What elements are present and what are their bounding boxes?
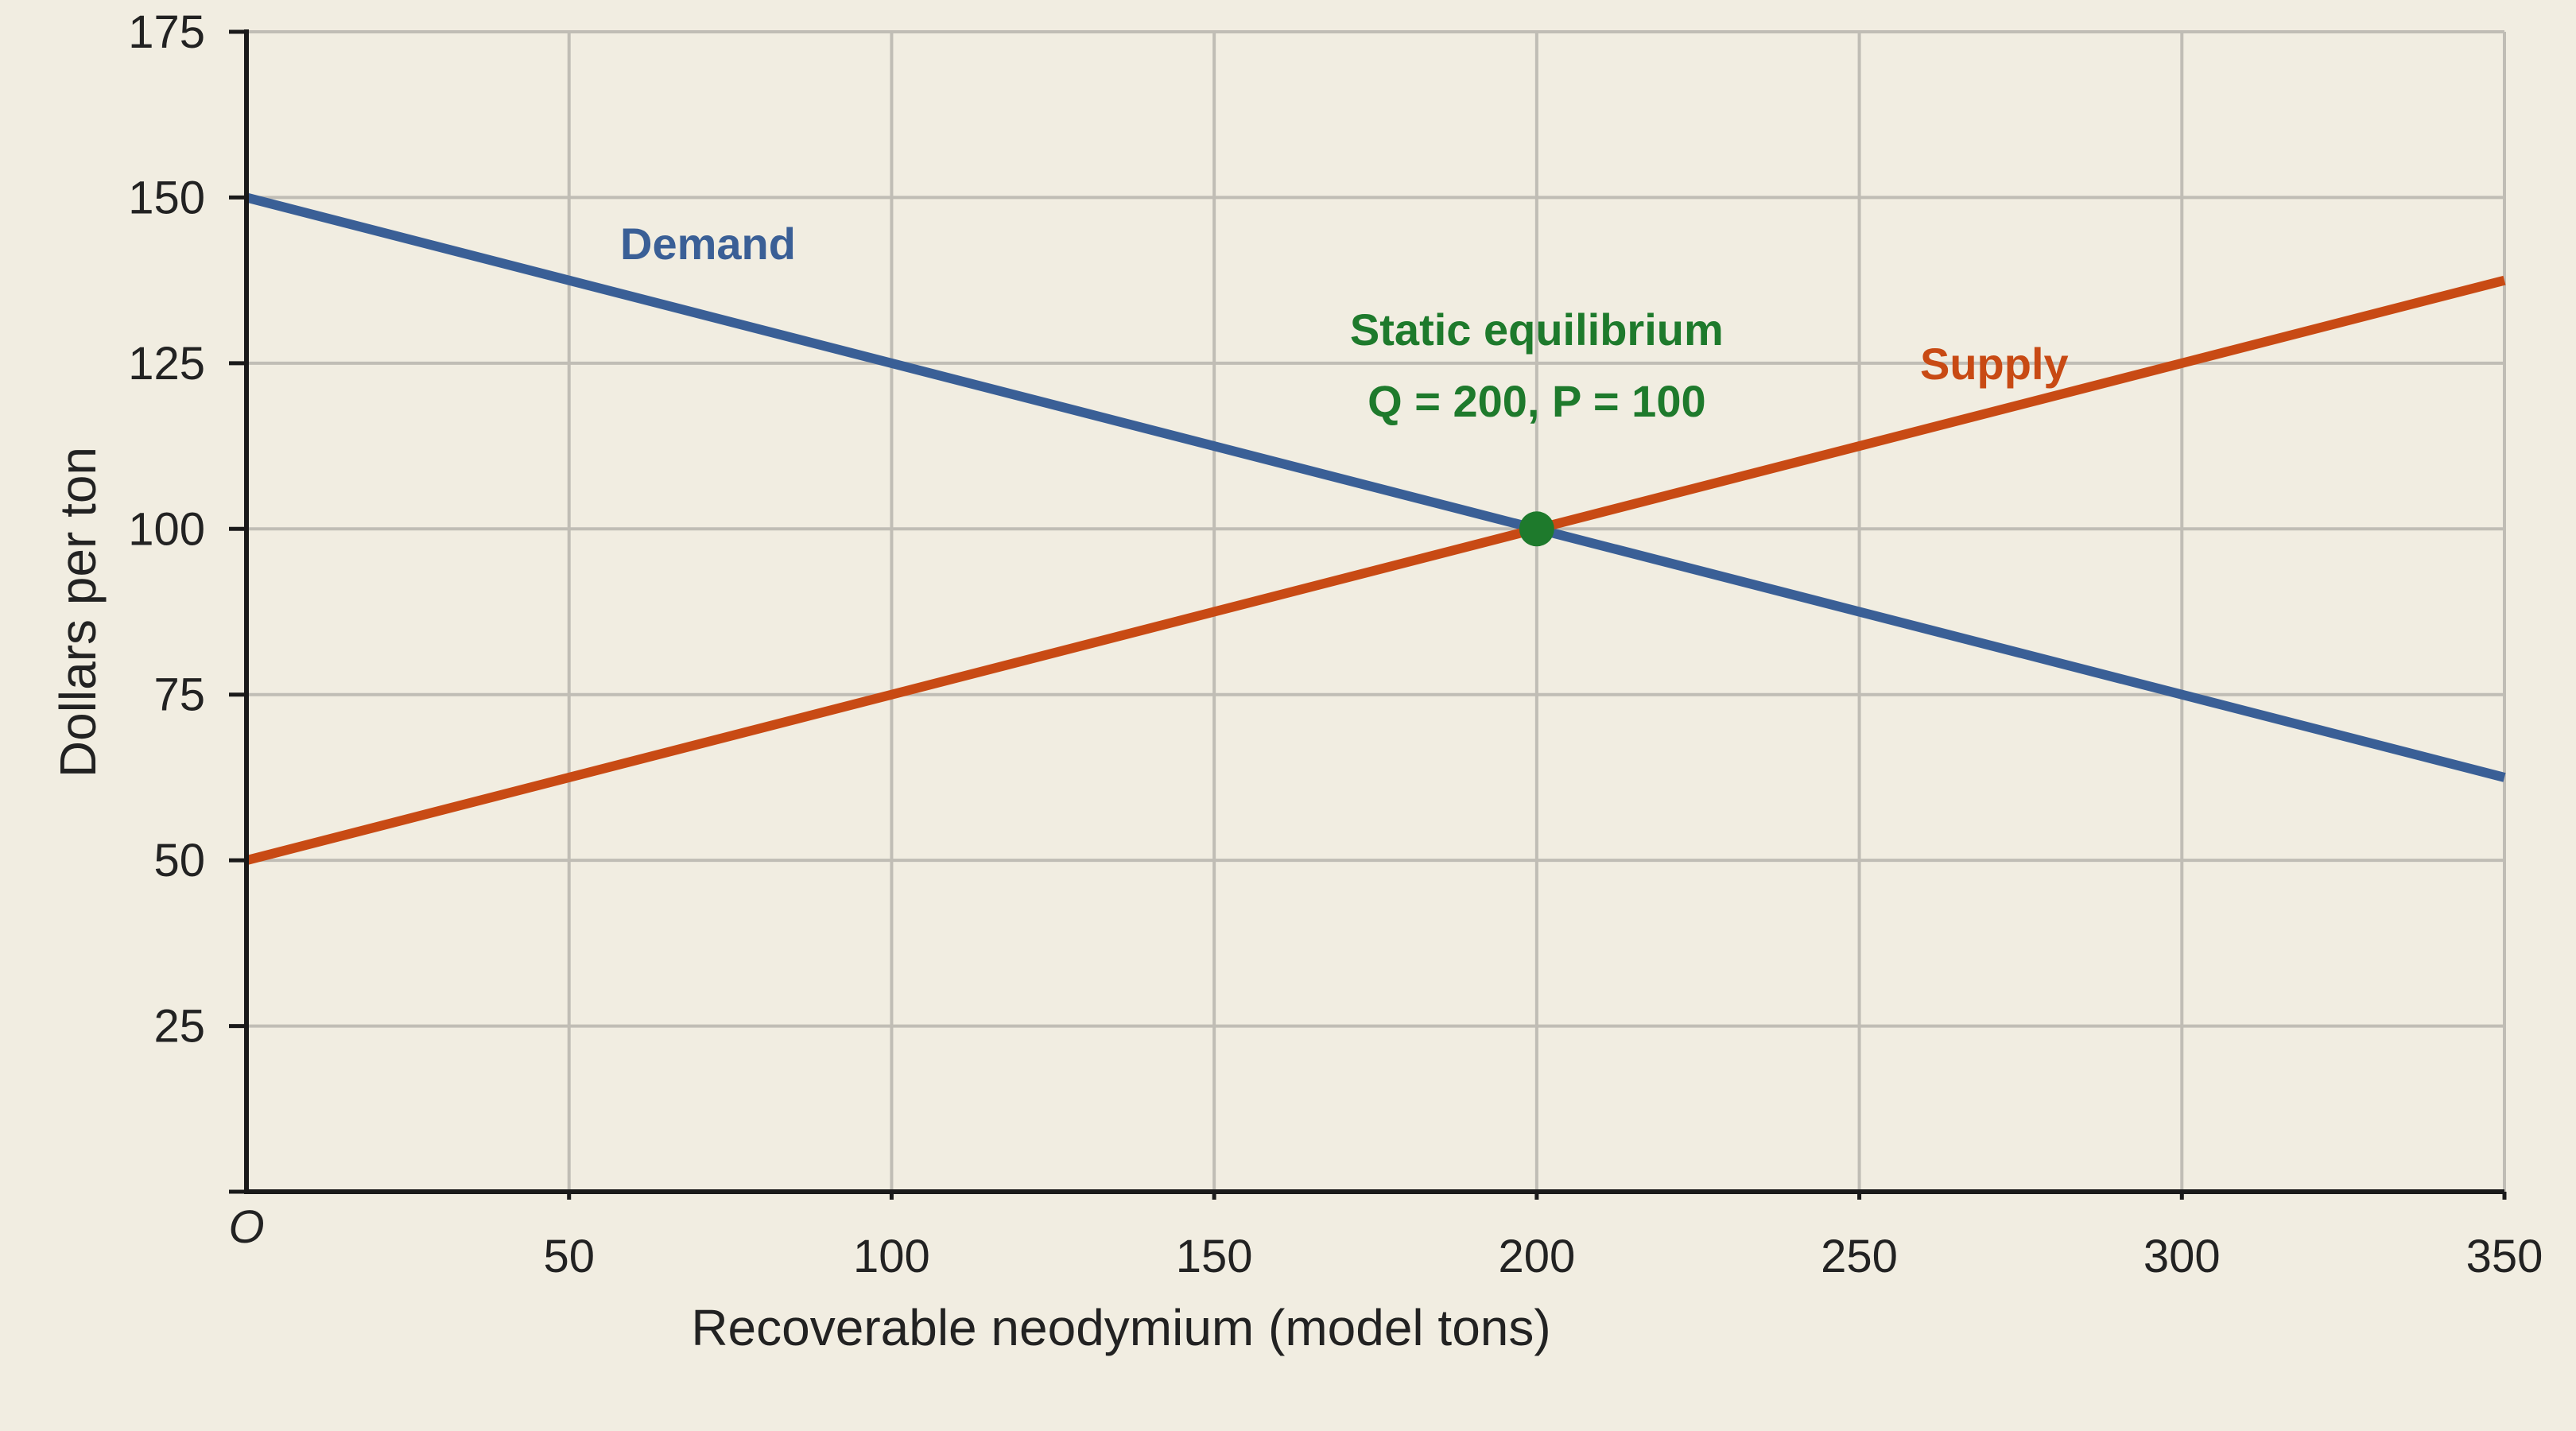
y-tick-label-100: 100 bbox=[128, 503, 205, 555]
y-tick-label-125: 125 bbox=[128, 338, 205, 390]
series-line-demand bbox=[245, 192, 2506, 782]
origin-label: O bbox=[228, 1201, 264, 1253]
y-axis-title: Dollars per ton bbox=[49, 447, 107, 778]
series-line-supply bbox=[245, 275, 2506, 865]
x-tick-label-250: 250 bbox=[1821, 1231, 1898, 1282]
x-tick-label-100: 100 bbox=[853, 1231, 930, 1282]
series-label-supply: Supply bbox=[1920, 339, 2069, 389]
gridlines bbox=[246, 30, 2506, 1192]
x-tick-label-200: 200 bbox=[1498, 1231, 1575, 1282]
y-tick-label-75: 75 bbox=[153, 669, 205, 721]
y-tick-label-175: 175 bbox=[128, 6, 205, 58]
y-tick-label-150: 150 bbox=[128, 172, 205, 223]
y-tick-label-25: 25 bbox=[153, 1001, 205, 1053]
x-tick-label-50: 50 bbox=[543, 1231, 595, 1282]
x-tick-label-150: 150 bbox=[1176, 1231, 1253, 1282]
axes bbox=[229, 29, 2507, 1200]
equilibrium-annotation-line-1: Static equilibrium bbox=[1350, 304, 1724, 355]
labels: 25 50 75 100 125 150 175 50 100 150 200 250 300 350 O R… bbox=[49, 6, 2543, 1356]
equilibrium-point bbox=[1519, 511, 1554, 547]
x-tick-label-350: 350 bbox=[2466, 1231, 2543, 1282]
y-tick-label-50: 50 bbox=[153, 835, 205, 886]
x-tick-label-300: 300 bbox=[2143, 1231, 2221, 1282]
series-label-demand: Demand bbox=[620, 219, 796, 269]
x-axis-title: Recoverable neodymium (model tons) bbox=[691, 1299, 1550, 1356]
series-lines bbox=[245, 192, 2506, 865]
equilibrium-annotation-line-2: Q = 200, P = 100 bbox=[1368, 376, 1706, 426]
